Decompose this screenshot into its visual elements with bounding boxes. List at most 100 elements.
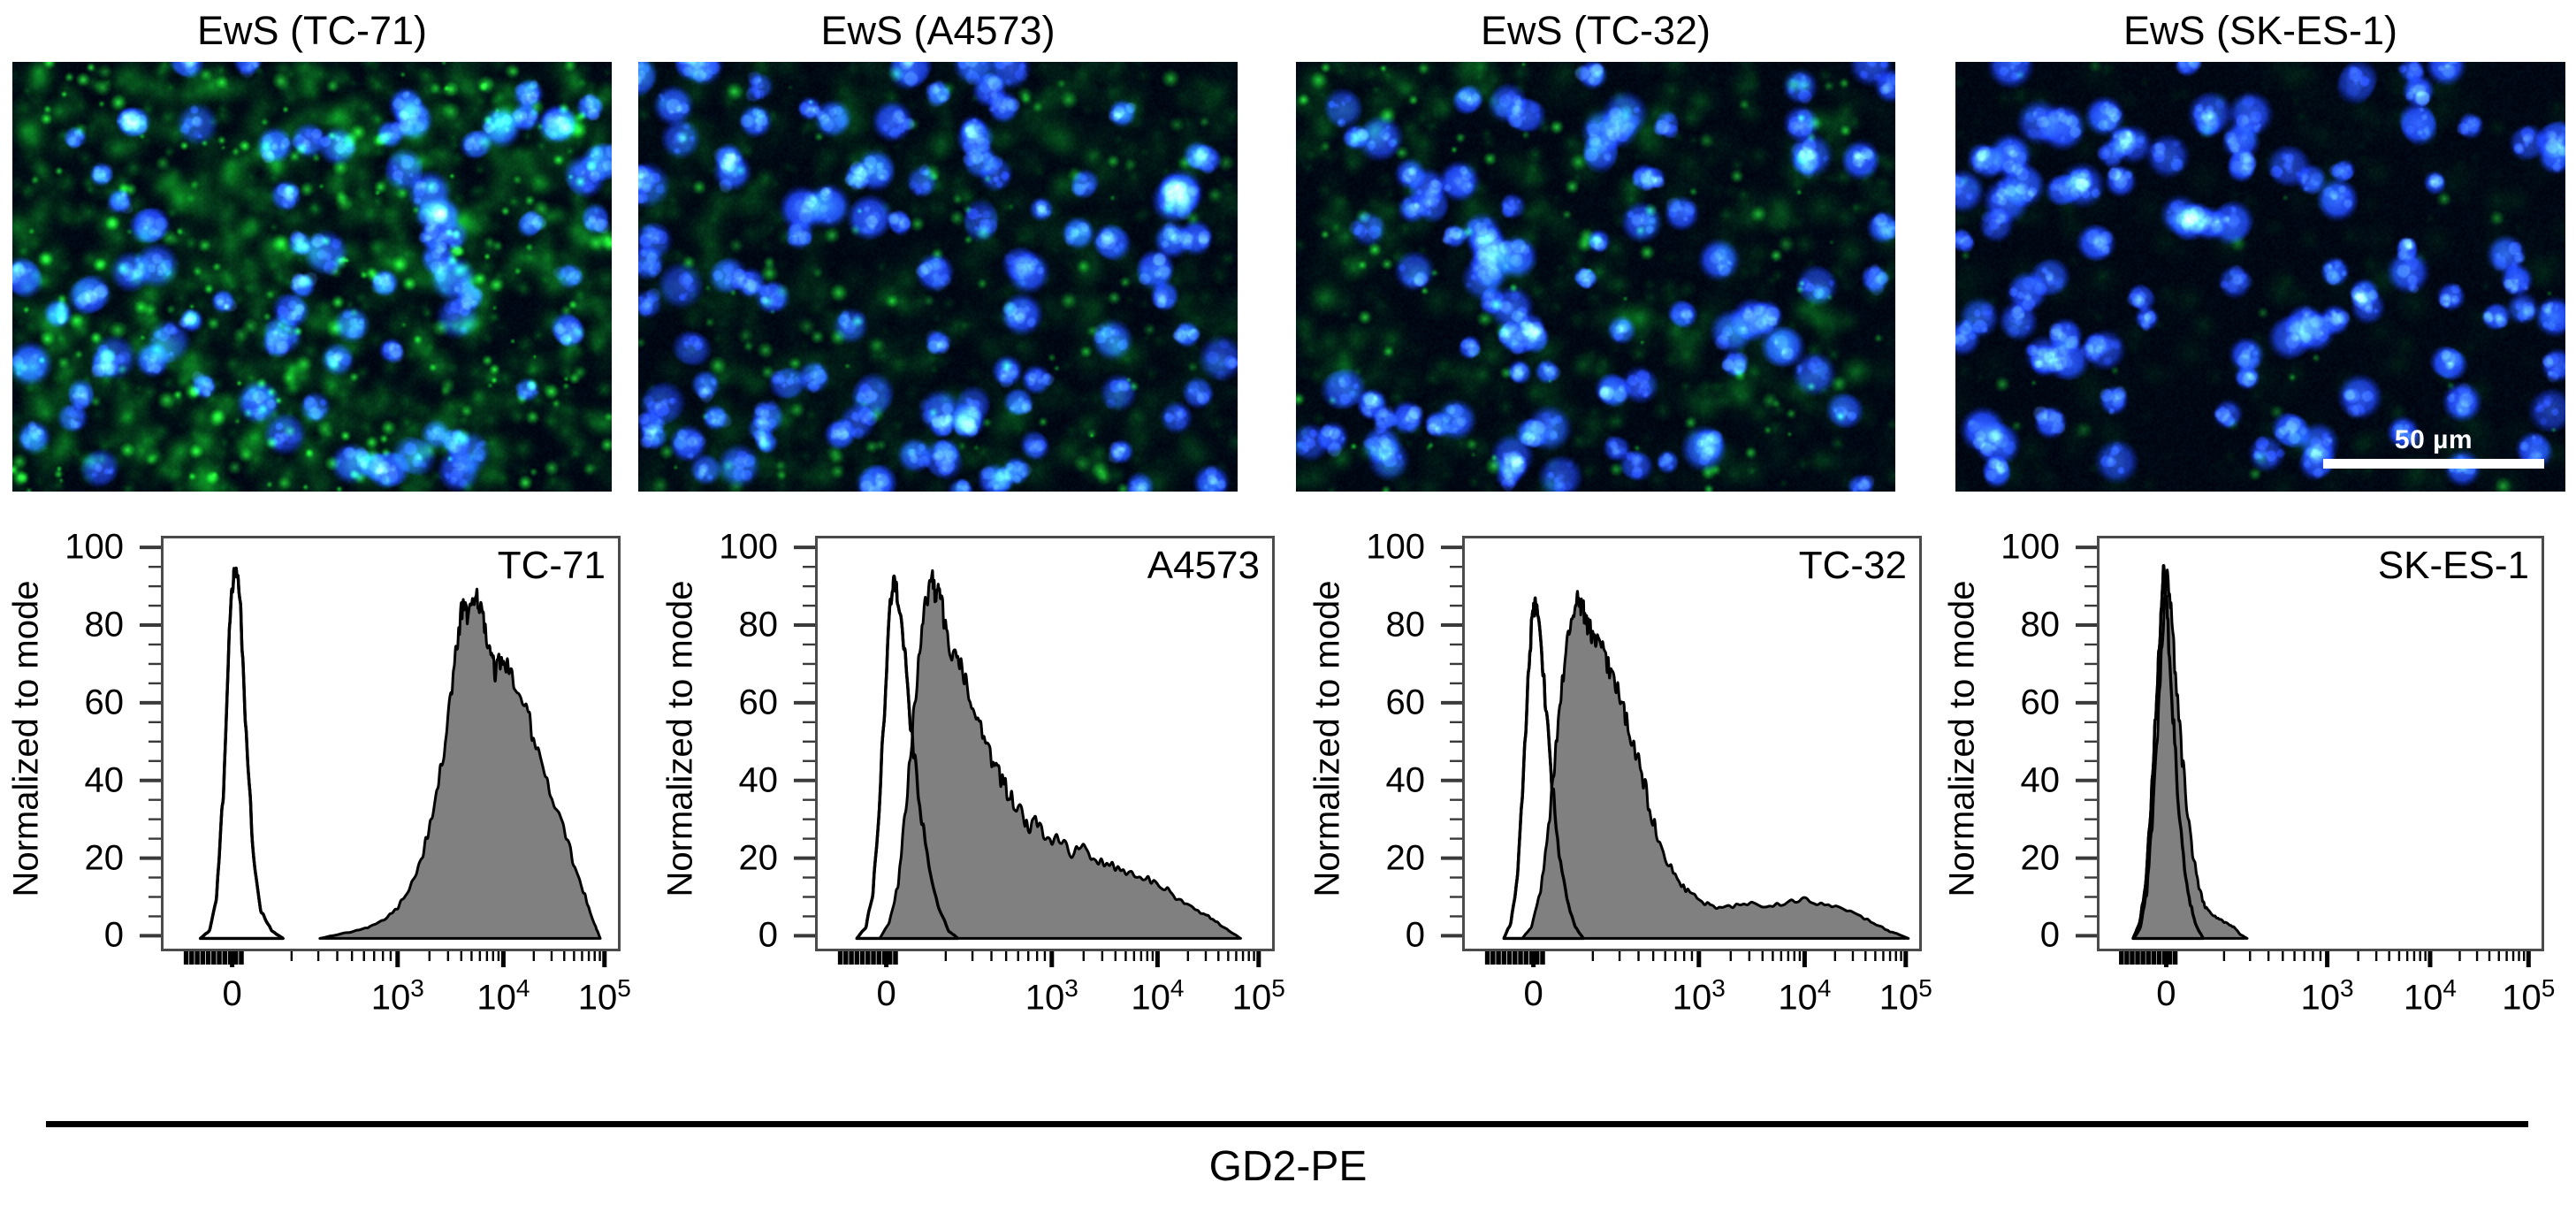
histogram-trace-stained bbox=[1520, 590, 1910, 940]
x-tick-labels: 0 103 104 105 bbox=[1462, 951, 1932, 1017]
y-tick-label: 40 bbox=[1385, 760, 1426, 800]
y-tick-label: 80 bbox=[738, 605, 779, 645]
y-tick-label: 20 bbox=[2020, 838, 2061, 878]
y-tick-label: 100 bbox=[1366, 527, 1425, 567]
y-axis-ticks bbox=[781, 530, 817, 965]
x-tick-label: 0 bbox=[222, 974, 242, 1013]
flow-panel-3: Normalized to mode 0 20 40 60 80 100 SK-ES-1 … bbox=[1936, 527, 2576, 1026]
scale-bar: 50 µm bbox=[2323, 425, 2544, 469]
plot-cell-line-label: A4573 bbox=[1147, 544, 1260, 587]
x-axis-tick-marks bbox=[1484, 951, 1909, 967]
y-tick-label: 60 bbox=[738, 683, 779, 722]
y-tick-label: 80 bbox=[2020, 605, 2061, 645]
histogram-plot: TC-32 bbox=[1462, 536, 1922, 951]
histogram-trace-control-overlay bbox=[2131, 564, 2205, 940]
histogram-traces bbox=[855, 568, 1242, 941]
histogram-traces bbox=[1502, 590, 1910, 941]
x-tick-label: 104 bbox=[2403, 974, 2458, 1018]
y-axis-title: Normalized to mode bbox=[6, 580, 46, 896]
x-tick-label: 0 bbox=[1523, 974, 1543, 1013]
microscopy-panel-0: EwS (TC-71) bbox=[12, 0, 612, 492]
y-axis-ticks bbox=[127, 530, 163, 965]
histogram-trace-stained bbox=[2132, 568, 2249, 940]
histogram-plot: SK-ES-1 bbox=[2097, 536, 2544, 951]
y-tick-label: 0 bbox=[2039, 915, 2060, 955]
x-axis-tick-marks bbox=[837, 951, 1261, 967]
y-tick-label: 0 bbox=[758, 915, 778, 955]
x-tick-label: 103 bbox=[2300, 974, 2354, 1018]
x-tick-labels: 0 103 104 105 bbox=[161, 951, 631, 1017]
flow-panel-1: Normalized to mode 0 20 40 60 80 100 A4573 0 1… bbox=[654, 527, 1308, 1026]
y-axis-tick-marks bbox=[2076, 545, 2097, 938]
panel-title: EwS (A4573) bbox=[820, 8, 1056, 53]
y-axis-ticks bbox=[2063, 530, 2099, 965]
y-tick-label: 100 bbox=[65, 527, 124, 567]
y-tick-label: 60 bbox=[84, 683, 125, 722]
y-tick-label: 40 bbox=[84, 760, 125, 800]
y-tick-label: 20 bbox=[84, 838, 125, 878]
scale-bar-label: 50 µm bbox=[2394, 425, 2473, 454]
y-axis-tick-marks bbox=[140, 545, 161, 938]
shared-x-axis-line bbox=[46, 1121, 2528, 1127]
x-tick-label: 104 bbox=[1131, 974, 1185, 1018]
x-tick-labels: 0 103 104 105 bbox=[815, 951, 1285, 1017]
flow-panel-0: Normalized to mode 0 20 40 60 80 100 TC-71 0 1… bbox=[0, 527, 654, 1026]
y-axis-tick-marks bbox=[1441, 545, 1462, 938]
y-tick-labels: 0 20 40 60 80 100 bbox=[700, 527, 781, 955]
scale-bar-line bbox=[2323, 459, 2544, 469]
y-tick-label: 20 bbox=[738, 838, 779, 878]
x-tick-label: 105 bbox=[2502, 974, 2556, 1018]
x-axis-tick-marks bbox=[183, 951, 607, 967]
histogram-traces bbox=[2131, 564, 2249, 941]
y-tick-labels: 0 20 40 60 80 100 bbox=[1982, 527, 2063, 955]
y-tick-label: 40 bbox=[2020, 760, 2061, 800]
histogram-trace-control-overlay bbox=[199, 566, 285, 940]
y-axis-ticks bbox=[1429, 530, 1464, 965]
histogram-plot: TC-71 bbox=[161, 536, 621, 951]
y-axis-title: Normalized to mode bbox=[1942, 580, 1982, 896]
fluorescence-image: 50 µm bbox=[1955, 62, 2565, 492]
y-tick-label: 80 bbox=[84, 605, 125, 645]
x-tick-label: 0 bbox=[2156, 974, 2176, 1013]
histogram-plot: A4573 bbox=[815, 536, 1275, 951]
y-tick-label: 80 bbox=[1385, 605, 1426, 645]
x-tick-label: 103 bbox=[1672, 974, 1726, 1018]
histogram-traces bbox=[198, 566, 602, 941]
plot-cell-line-label: SK-ES-1 bbox=[2377, 544, 2529, 587]
histogram-trace-control-overlay bbox=[855, 575, 959, 940]
y-tick-label: 100 bbox=[719, 527, 778, 567]
y-axis-title: Normalized to mode bbox=[1307, 580, 1347, 896]
histogram-trace-stained bbox=[318, 587, 602, 940]
x-tick-label: 103 bbox=[370, 974, 424, 1018]
y-tick-labels: 0 20 40 60 80 100 bbox=[1347, 527, 1429, 955]
y-tick-label: 0 bbox=[103, 915, 124, 955]
panel-title: EwS (TC-32) bbox=[1480, 8, 1711, 53]
microscopy-panel-2: EwS (TC-32) bbox=[1296, 0, 1895, 492]
y-axis-tick-marks bbox=[794, 545, 815, 938]
y-tick-label: 60 bbox=[2020, 683, 2061, 722]
plot-cell-line-label: TC-32 bbox=[1798, 544, 1907, 587]
y-tick-label: 20 bbox=[1385, 838, 1426, 878]
x-axis-title: GD2-PE bbox=[1208, 1143, 1368, 1190]
flow-panel-2: Normalized to mode 0 20 40 60 80 100 TC-32 0 1… bbox=[1301, 527, 1955, 1026]
plot-cell-line-label: TC-71 bbox=[497, 544, 606, 587]
microscopy-panel-3: EwS (SK-ES-1) 50 µm bbox=[1955, 0, 2565, 492]
panel-title: EwS (TC-71) bbox=[196, 8, 428, 53]
y-tick-label: 40 bbox=[738, 760, 779, 800]
fluorescence-image bbox=[1296, 62, 1895, 492]
x-tick-label: 104 bbox=[1778, 974, 1832, 1018]
fluorescence-image bbox=[638, 62, 1238, 492]
panel-title: EwS (SK-ES-1) bbox=[2123, 8, 2398, 53]
y-tick-labels: 0 20 40 60 80 100 bbox=[46, 527, 127, 955]
fluorescence-image bbox=[12, 62, 612, 492]
x-tick-labels: 0 103 104 105 bbox=[2097, 951, 2555, 1017]
microscopy-panel-1: EwS (A4573) bbox=[638, 0, 1238, 492]
y-tick-label: 100 bbox=[2001, 527, 2060, 567]
x-axis-tick-marks bbox=[2119, 951, 2531, 967]
x-tick-label: 105 bbox=[577, 974, 631, 1018]
histogram-trace-control-overlay bbox=[1502, 596, 1585, 940]
y-tick-label: 60 bbox=[1385, 683, 1426, 722]
x-tick-label: 105 bbox=[1879, 974, 1932, 1018]
y-tick-label: 0 bbox=[1405, 915, 1425, 955]
